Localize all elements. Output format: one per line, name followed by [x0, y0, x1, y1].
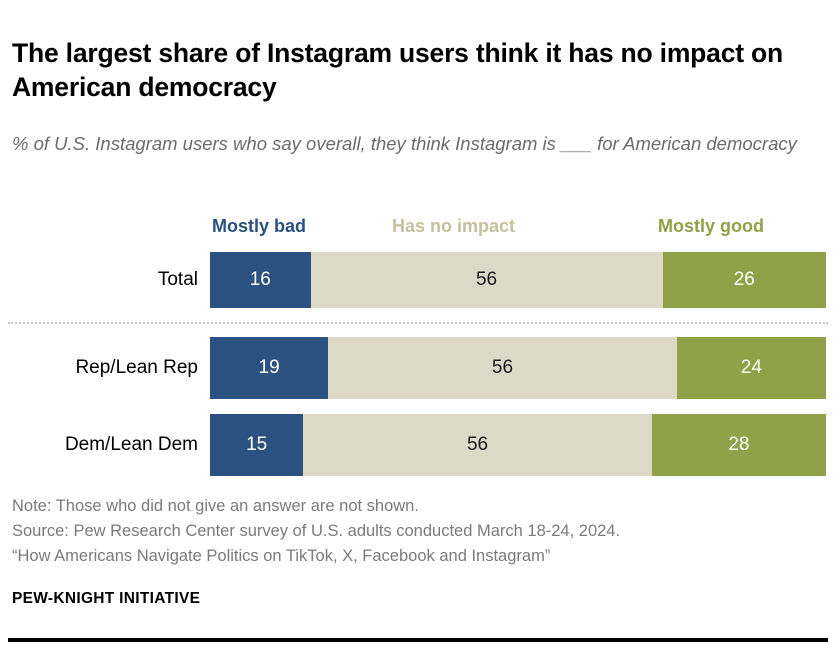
- row-label: Rep/Lean Rep: [75, 357, 198, 378]
- row-label: Total: [157, 269, 198, 290]
- chart-subtitle: % of U.S. Instagram users who say overal…: [12, 133, 797, 154]
- bar-segment-mostly-bad: 16: [210, 252, 311, 308]
- stacked-bar-plot: Total 16 56 26 Rep/Lean Rep 19 56 24 Dem/Lean De…: [0, 252, 840, 477]
- bar-segment-has-no-impact: 56: [303, 414, 652, 476]
- brand-label: PEW-KNIGHT INITIATIVE: [12, 590, 201, 607]
- bar-track: 15 56 28: [210, 414, 826, 476]
- bar-segment-mostly-bad: 19: [210, 337, 329, 399]
- bar-segment-has-no-impact: 56: [328, 337, 677, 399]
- chart-row: Dem/Lean Dem 15 56 28: [0, 414, 840, 476]
- chart-legend: Mostly bad Has no impact Mostly good: [210, 216, 826, 242]
- note-line: Note: Those who did not give an answer a…: [12, 497, 419, 515]
- bar-segment-mostly-good: 24: [676, 337, 826, 399]
- bottom-rule: [8, 638, 828, 642]
- bar-segment-mostly-good: 26: [662, 252, 826, 308]
- row-label: Dem/Lean Dem: [64, 434, 198, 455]
- source-line: Source: Pew Research Center survey of U.…: [12, 522, 621, 540]
- chart-row: Total 16 56 26: [0, 252, 840, 308]
- bar-track: 19 56 24: [210, 337, 826, 399]
- legend-item-has-no-impact: Has no impact: [392, 216, 516, 236]
- chart-notes: Note: Those who did not give an answer a…: [12, 494, 824, 569]
- legend-item-mostly-good: Mostly good: [658, 216, 764, 236]
- bar-segment-mostly-good: 28: [651, 414, 826, 476]
- report-line: “How Americans Navigate Politics on TikT…: [12, 547, 551, 565]
- row-divider: [8, 322, 828, 324]
- legend-item-mostly-bad: Mostly bad: [212, 216, 307, 236]
- bar-segment-has-no-impact: 56: [310, 252, 663, 308]
- bar-track: 16 56 26: [210, 252, 826, 308]
- bar-segment-mostly-bad: 15: [210, 414, 304, 476]
- chart-row: Rep/Lean Rep 19 56 24: [0, 337, 840, 399]
- chart-title: The largest share of Instagram users thi…: [12, 38, 784, 102]
